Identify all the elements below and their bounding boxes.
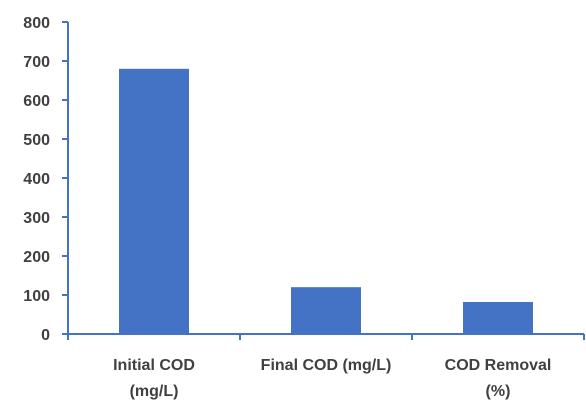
y-tick-label: 100 — [23, 288, 50, 305]
x-category-label-line: (%) — [486, 383, 511, 400]
bar-0 — [119, 68, 189, 335]
y-tick-labels: 0 100 200 300 400 500 600 700 800 — [23, 15, 50, 344]
x-category-label-line: COD Removal — [445, 357, 552, 374]
x-category-label-line: Initial COD — [113, 357, 195, 374]
x-category-label-line: Final COD (mg/L) — [261, 357, 392, 374]
x-category-label-line: (mg/L) — [130, 383, 179, 400]
axes-group — [62, 21, 585, 340]
y-tick-label: 300 — [23, 210, 50, 227]
y-tick-label: 800 — [23, 15, 50, 32]
y-tick-label: 400 — [23, 171, 50, 188]
bars-group — [119, 68, 533, 335]
x-category-label: Final COD (mg/L) — [261, 357, 392, 374]
y-tick-label: 0 — [41, 327, 50, 344]
y-tick-label: 700 — [23, 54, 50, 71]
y-tick-label: 200 — [23, 249, 50, 266]
x-category-label: COD Removal (%) — [445, 357, 552, 400]
y-tick-label: 600 — [23, 93, 50, 110]
bar-2 — [463, 302, 533, 334]
bar-1 — [291, 287, 361, 334]
y-tick-label: 500 — [23, 132, 50, 149]
x-category-label: Initial COD (mg/L) — [113, 357, 195, 400]
x-category-labels: Initial COD (mg/L) Final COD (mg/L) COD Rem… — [113, 357, 551, 400]
